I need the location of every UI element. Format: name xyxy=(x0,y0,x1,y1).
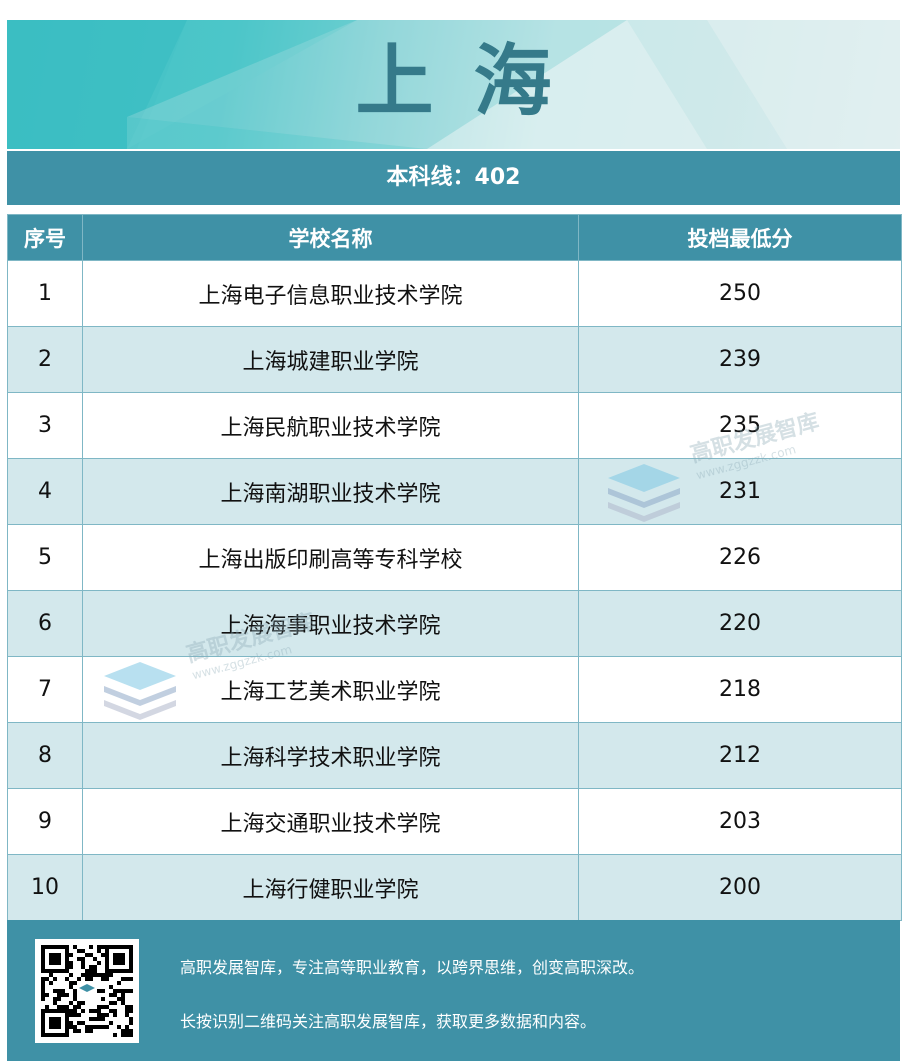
row-number: 10 xyxy=(7,854,83,921)
qr-code[interactable] xyxy=(35,939,139,1043)
row-number: 8 xyxy=(7,722,83,789)
table-row: 9 上海交通职业技术学院 203 xyxy=(7,788,902,855)
row-number: 4 xyxy=(7,458,83,525)
table-row: 8 上海科学技术职业学院 212 xyxy=(7,722,902,789)
school-name: 上海交通职业技术学院 xyxy=(82,788,579,855)
school-name: 上海城建职业学院 xyxy=(82,326,579,393)
table-row: 3 上海民航职业技术学院 235 xyxy=(7,392,902,459)
table-row: 2 上海城建职业学院 239 xyxy=(7,326,902,393)
min-score: 200 xyxy=(578,854,902,921)
admission-table: 序号 学校名称 投档最低分 1 上海电子信息职业技术学院 250 2 上海城建职业学院 2… xyxy=(7,214,902,921)
table-row: 10 上海行健职业学院 200 xyxy=(7,854,902,921)
banner: 上海 xyxy=(7,20,900,149)
row-number: 7 xyxy=(7,656,83,723)
footer: 高职发展智库，专注高等职业教育，以跨界思维，创变高职深改。 长按识别二维码关注高… xyxy=(7,920,900,1061)
cutoff-score-bar: 本科线：402 xyxy=(7,151,900,205)
row-number: 1 xyxy=(7,260,83,327)
banner-background xyxy=(7,20,900,149)
row-number: 6 xyxy=(7,590,83,657)
school-name: 上海工艺美术职业学院 xyxy=(82,656,579,723)
min-score: 218 xyxy=(578,656,902,723)
school-name: 上海南湖职业技术学院 xyxy=(82,458,579,525)
header-school: 学校名称 xyxy=(82,214,579,261)
footer-instruction: 长按识别二维码关注高职发展智库，获取更多数据和内容。 xyxy=(180,1012,597,1031)
school-name: 上海科学技术职业学院 xyxy=(82,722,579,789)
min-score: 250 xyxy=(578,260,902,327)
min-score: 239 xyxy=(578,326,902,393)
table-row: 7 上海工艺美术职业学院 218 xyxy=(7,656,902,723)
footer-slogan: 高职发展智库，专注高等职业教育，以跨界思维，创变高职深改。 xyxy=(180,958,645,977)
school-name: 上海行健职业学院 xyxy=(82,854,579,921)
row-number: 9 xyxy=(7,788,83,855)
min-score: 203 xyxy=(578,788,902,855)
header-no: 序号 xyxy=(7,214,83,261)
school-name: 上海出版印刷高等专科学校 xyxy=(82,524,579,591)
table-row: 1 上海电子信息职业技术学院 250 xyxy=(7,260,902,327)
school-name: 上海电子信息职业技术学院 xyxy=(82,260,579,327)
row-number: 3 xyxy=(7,392,83,459)
school-name: 上海海事职业技术学院 xyxy=(82,590,579,657)
min-score: 220 xyxy=(578,590,902,657)
row-number: 5 xyxy=(7,524,83,591)
school-name: 上海民航职业技术学院 xyxy=(82,392,579,459)
row-number: 2 xyxy=(7,326,83,393)
min-score: 226 xyxy=(578,524,902,591)
page-title: 上海 xyxy=(355,37,592,127)
min-score: 231 xyxy=(578,458,902,525)
table-row: 5 上海出版印刷高等专科学校 226 xyxy=(7,524,902,591)
min-score: 212 xyxy=(578,722,902,789)
header-score: 投档最低分 xyxy=(578,214,902,261)
table-header-row: 序号 学校名称 投档最低分 xyxy=(7,214,902,261)
min-score: 235 xyxy=(578,392,902,459)
table-row: 4 上海南湖职业技术学院 231 xyxy=(7,458,902,525)
table-row: 6 上海海事职业技术学院 220 xyxy=(7,590,902,657)
